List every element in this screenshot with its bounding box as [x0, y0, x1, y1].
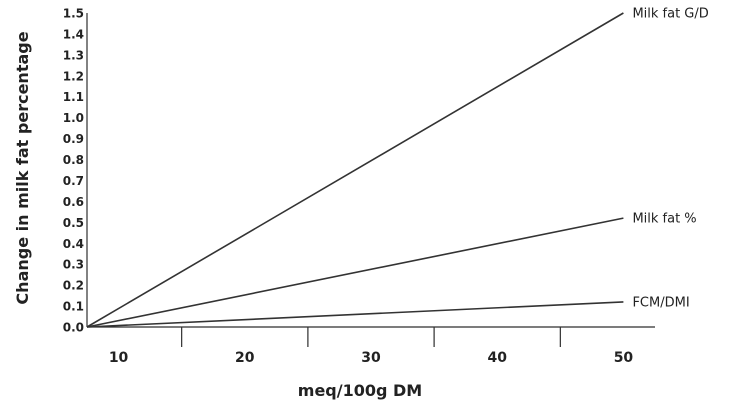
y-tick-label: 1.3 — [63, 48, 84, 62]
y-tick-label: 1.1 — [63, 90, 84, 104]
series-label: Milk fat % — [632, 212, 696, 227]
series-label: FCM/DMI — [632, 295, 689, 310]
y-tick-label: 1.4 — [63, 27, 84, 41]
x-tick-label: 20 — [235, 350, 255, 366]
y-tick-label: 0.6 — [63, 195, 84, 209]
y-tick-label: 0.9 — [63, 132, 84, 146]
series-line — [86, 217, 624, 328]
y-axis-title: Change in milk fat percentage — [13, 31, 32, 304]
x-tick-label: 50 — [614, 350, 634, 366]
y-tick-label: 0.5 — [63, 216, 84, 230]
x-tick-label: 40 — [487, 350, 507, 366]
y-tick-labels: 0.0 0.1 0.2 0.3 0.4 0.5 0.6 0.7 0.8 0.9 1.0 1.1 1.2 1… — [63, 7, 84, 335]
y-tick-label: 0.1 — [63, 300, 84, 314]
y-tick-label: 1.2 — [63, 69, 84, 83]
series-line — [86, 301, 624, 328]
x-tick-label: 30 — [361, 350, 381, 366]
x-ticks: 10 20 30 40 50 — [109, 327, 634, 366]
series-line — [86, 12, 624, 328]
series-lines — [86, 12, 624, 328]
y-tick-label: 0.4 — [63, 237, 84, 251]
y-tick-label: 0.0 — [63, 321, 84, 335]
series-labels: Milk fat G/D Milk fat % FCM/DMI — [632, 7, 708, 311]
series-label: Milk fat G/D — [632, 7, 708, 22]
x-axis-title: meq/100g DM — [298, 381, 422, 400]
y-tick-label: 1.0 — [63, 111, 84, 125]
y-tick-label: 0.3 — [63, 258, 84, 272]
y-tick-label: 1.5 — [63, 7, 84, 21]
y-tick-label: 0.8 — [63, 153, 84, 167]
y-tick-label: 0.2 — [63, 279, 84, 293]
x-tick-label: 10 — [109, 350, 129, 366]
y-tick-label: 0.7 — [63, 174, 84, 188]
